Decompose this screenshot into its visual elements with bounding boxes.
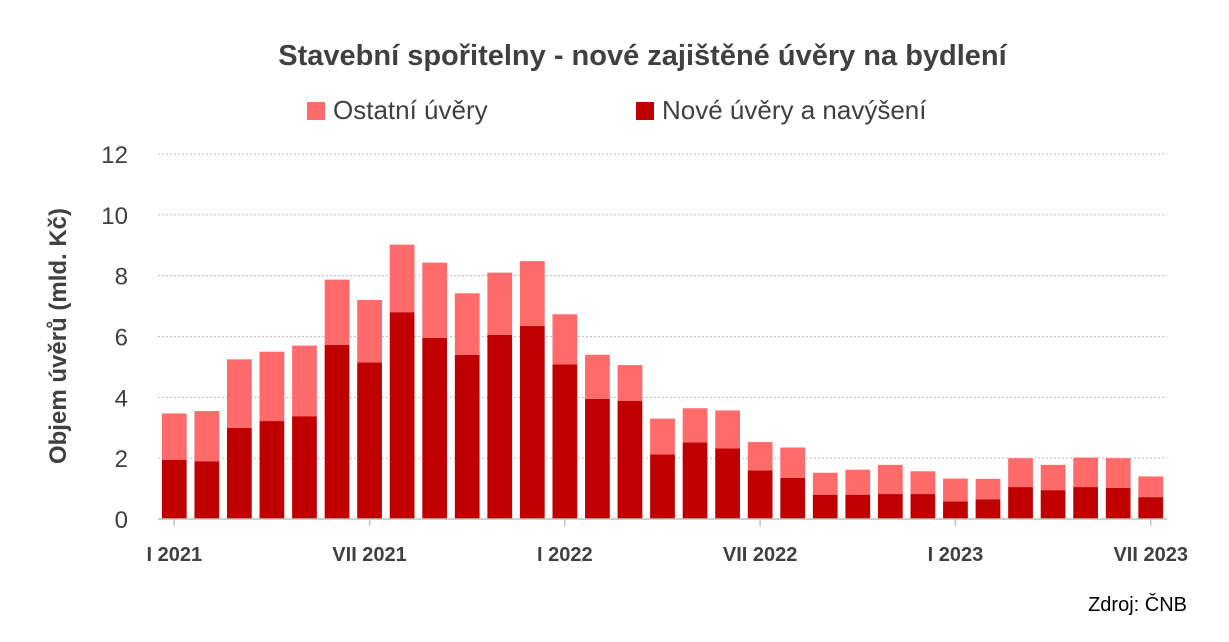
bar-nove-uvery <box>1008 487 1033 519</box>
bar-ostatni-uvery <box>422 262 448 339</box>
bar-nove-uvery <box>1040 490 1066 519</box>
legend-swatch-nove <box>636 101 654 120</box>
bar-ostatni-uvery <box>1105 458 1131 488</box>
bar-nove-uvery <box>1138 497 1164 519</box>
x-tick-label: VII 2023 <box>1113 544 1188 566</box>
bars <box>161 244 1164 519</box>
bar-nove-uvery <box>552 364 578 519</box>
bar-nove-uvery <box>747 470 773 519</box>
legend-item-ostatni: Ostatní úvěry <box>307 95 488 126</box>
bar-nove-uvery <box>650 454 675 519</box>
legend-swatch-ostatni <box>307 101 325 120</box>
bar-ostatni-uvery <box>519 261 545 326</box>
bar-ostatni-uvery <box>1008 458 1033 488</box>
y-tick-label: 8 <box>115 264 128 291</box>
bar-nove-uvery <box>1073 487 1098 519</box>
bar-ostatni-uvery <box>161 413 187 460</box>
bar-ostatni-uvery <box>1138 476 1164 498</box>
axes <box>158 518 1167 526</box>
bar-ostatni-uvery <box>585 354 610 399</box>
bar-ostatni-uvery <box>943 478 968 502</box>
bar-nove-uvery <box>975 499 1001 519</box>
bar-ostatni-uvery <box>227 359 252 428</box>
bar-nove-uvery <box>454 354 480 519</box>
y-tick-label: 0 <box>115 507 128 534</box>
tick-labels: 0 2 4 6 8 10 12 I 2021 VII 2021 I 2022 VII 2022 I 2… <box>101 142 1188 566</box>
bar-ostatni-uvery <box>650 418 675 455</box>
bar-ostatni-uvery <box>1040 464 1066 491</box>
bar-nove-uvery <box>845 494 871 519</box>
bar-ostatni-uvery <box>812 472 838 495</box>
source-note: Zdroj: ČNB <box>1088 594 1187 616</box>
bar-nove-uvery <box>682 442 708 519</box>
bar-nove-uvery <box>1105 487 1131 519</box>
bar-ostatni-uvery <box>324 279 350 346</box>
bar-nove-uvery <box>292 416 317 519</box>
bar-nove-uvery <box>161 459 187 519</box>
bar-nove-uvery <box>585 398 610 519</box>
bar-nove-uvery <box>519 325 545 519</box>
bar-ostatni-uvery <box>357 300 382 363</box>
legend-label-ostatni: Ostatní úvěry <box>333 95 488 125</box>
bar-ostatni-uvery <box>975 478 1001 500</box>
bar-ostatni-uvery <box>259 351 285 422</box>
bar-nove-uvery <box>324 345 350 519</box>
bar-nove-uvery <box>812 494 838 519</box>
bar-ostatni-uvery <box>877 464 903 495</box>
bar-ostatni-uvery <box>292 345 317 417</box>
bar-ostatni-uvery <box>682 408 708 443</box>
bar-ostatni-uvery <box>715 410 740 449</box>
x-tick-label: I 2021 <box>146 544 202 566</box>
bar-ostatni-uvery <box>194 411 220 462</box>
bar-ostatni-uvery <box>487 272 513 335</box>
y-tick-label: 10 <box>101 203 128 230</box>
bar-nove-uvery <box>877 494 903 519</box>
bar-nove-uvery <box>910 494 936 519</box>
bar-nove-uvery <box>194 461 220 519</box>
bar-ostatni-uvery <box>780 447 806 478</box>
bar-nove-uvery <box>715 448 740 519</box>
bar-ostatni-uvery <box>845 469 871 495</box>
bar-nove-uvery <box>487 334 513 519</box>
bar-ostatni-uvery <box>389 244 415 313</box>
chart-title: Stavební spořitelny - nové zajištěné úvě… <box>278 40 1007 72</box>
x-tick-label: VII 2021 <box>332 544 407 566</box>
bar-nove-uvery <box>943 501 968 519</box>
bar-ostatni-uvery <box>1073 457 1098 488</box>
bar-ostatni-uvery <box>910 471 936 495</box>
y-tick-label: 12 <box>101 142 128 169</box>
bar-ostatni-uvery <box>454 293 480 355</box>
y-tick-label: 4 <box>115 385 128 412</box>
bar-nove-uvery <box>617 400 643 519</box>
x-tick-label: I 2023 <box>928 544 984 566</box>
bar-nove-uvery <box>227 427 252 519</box>
bar-nove-uvery <box>389 312 415 519</box>
y-axis-label: Objem úvěrů (mld. Kč) <box>45 208 72 464</box>
bar-ostatni-uvery <box>617 365 643 401</box>
bar-nove-uvery <box>259 421 285 519</box>
y-tick-label: 6 <box>115 325 128 352</box>
bar-nove-uvery <box>780 477 806 519</box>
x-tick-label: I 2022 <box>537 544 593 566</box>
legend-label-nove: Nové úvěry a navýšení <box>662 95 927 125</box>
x-tick-label: VII 2022 <box>723 544 798 566</box>
bar-ostatni-uvery <box>552 314 578 365</box>
bar-ostatni-uvery <box>747 442 773 471</box>
bar-nove-uvery <box>422 338 448 519</box>
legend-item-nove: Nové úvěry a navýšení <box>636 95 926 126</box>
y-tick-label: 2 <box>115 446 128 473</box>
bar-nove-uvery <box>357 362 382 519</box>
